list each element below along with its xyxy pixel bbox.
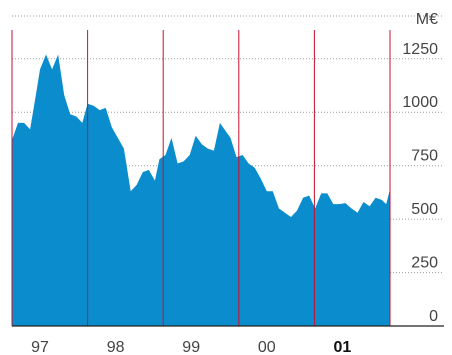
- x-tick-label: 98: [107, 339, 125, 355]
- y-tick-labels: 0 250 500 750 1000 1250: [402, 41, 438, 325]
- x-tick-label: 97: [31, 339, 49, 355]
- y-tick-label: 250: [411, 255, 438, 272]
- y-tick-label: 1000: [402, 94, 438, 111]
- x-tick-labels: 97 98 99 00 01: [31, 339, 351, 355]
- y-tick-label: 1250: [402, 41, 438, 58]
- unit-label: M€: [416, 11, 438, 28]
- y-tick-label: 500: [411, 201, 438, 218]
- series-area: [12, 54, 390, 326]
- x-tick-label: 00: [258, 339, 276, 355]
- y-tick-label: 750: [411, 148, 438, 165]
- y-tick-label: 0: [429, 308, 438, 325]
- year-markers: [11, 30, 391, 326]
- x-tick-label: 01: [334, 339, 352, 355]
- x-tick-label: 99: [182, 339, 200, 355]
